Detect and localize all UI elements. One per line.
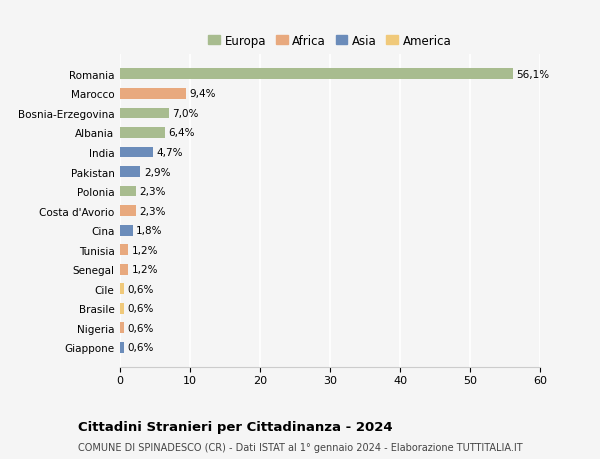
Text: 2,3%: 2,3% <box>140 187 166 196</box>
Bar <box>120 206 136 217</box>
Bar <box>120 303 124 314</box>
Bar <box>120 323 124 334</box>
Bar <box>120 108 169 119</box>
Text: 4,7%: 4,7% <box>157 148 183 157</box>
Bar <box>120 167 140 178</box>
Bar <box>120 69 513 80</box>
Text: 0,6%: 0,6% <box>128 304 154 313</box>
Bar <box>120 225 133 236</box>
Bar <box>120 128 165 139</box>
Text: Cittadini Stranieri per Cittadinanza - 2024: Cittadini Stranieri per Cittadinanza - 2… <box>78 420 392 433</box>
Text: 0,6%: 0,6% <box>128 343 154 353</box>
Text: COMUNE DI SPINADESCO (CR) - Dati ISTAT al 1° gennaio 2024 - Elaborazione TUTTITA: COMUNE DI SPINADESCO (CR) - Dati ISTAT a… <box>78 442 523 452</box>
Text: 9,4%: 9,4% <box>190 89 216 99</box>
Bar <box>120 342 124 353</box>
Text: 7,0%: 7,0% <box>173 109 199 118</box>
Bar <box>120 186 136 197</box>
Bar <box>120 245 128 256</box>
Legend: Europa, Africa, Asia, America: Europa, Africa, Asia, America <box>203 30 457 52</box>
Bar <box>120 264 128 275</box>
Text: 0,6%: 0,6% <box>128 284 154 294</box>
Text: 6,4%: 6,4% <box>168 128 195 138</box>
Bar <box>120 89 186 100</box>
Text: 2,3%: 2,3% <box>140 206 166 216</box>
Text: 1,2%: 1,2% <box>132 245 158 255</box>
Text: 56,1%: 56,1% <box>516 70 550 79</box>
Text: 2,9%: 2,9% <box>144 167 170 177</box>
Bar <box>120 284 124 295</box>
Text: 1,8%: 1,8% <box>136 226 163 235</box>
Text: 0,6%: 0,6% <box>128 323 154 333</box>
Text: 1,2%: 1,2% <box>132 265 158 274</box>
Bar <box>120 147 153 158</box>
